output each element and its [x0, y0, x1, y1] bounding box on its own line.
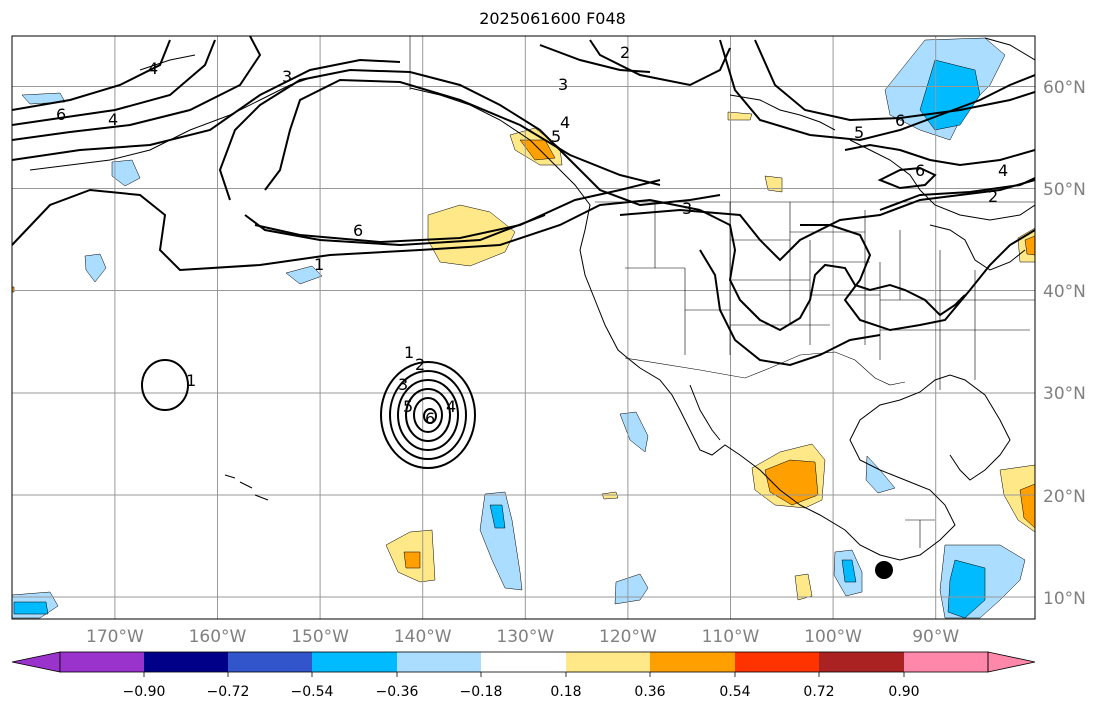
lon-label: 100°W	[804, 627, 862, 647]
lat-label: 20°N	[1043, 487, 1086, 507]
contour-label: 4	[446, 397, 456, 416]
colorbar-tick-label: −0.54	[291, 684, 334, 700]
colorbar-tick-label: −0.18	[460, 684, 503, 700]
height-contours	[12, 36, 1035, 469]
black-dot-marker	[875, 561, 893, 579]
lon-label: 110°W	[702, 627, 760, 647]
contour-label: 3	[558, 75, 568, 94]
colorbar-bin	[566, 652, 650, 672]
colorbar-tick-label: 0.90	[888, 684, 919, 700]
lat-label: 10°N	[1043, 589, 1086, 609]
longitude-labels: 170°W 160°W 150°W 140°W 130°W 120°W 110°…	[86, 627, 959, 647]
contour-label: 2	[620, 43, 630, 62]
coastlines	[29, 37, 1035, 561]
colorbar-tick-label: −0.36	[376, 684, 419, 700]
negative-anomaly-shading	[12, 37, 1026, 619]
contour-label: 4	[148, 59, 158, 78]
latitude-labels: 60°N 50°N 40°N 30°N 20°N 10°N	[1043, 78, 1086, 609]
lat-label: 30°N	[1043, 384, 1086, 404]
lat-label: 40°N	[1043, 282, 1086, 302]
contour-label: 2	[415, 355, 425, 374]
colorbar-bin	[735, 652, 819, 672]
lat-label: 50°N	[1043, 180, 1086, 200]
colorbar-bin	[144, 652, 228, 672]
contour-label: 3	[682, 199, 692, 218]
colorbar-tick-label: −0.90	[123, 684, 166, 700]
colorbar-tick-label: 0.36	[634, 684, 665, 700]
colorbar-bin	[650, 652, 735, 672]
colorbar-tick-label: 0.54	[719, 684, 750, 700]
map-title: 2025061600 F048	[479, 9, 626, 28]
lon-label: 130°W	[496, 627, 554, 647]
contour-label: 6	[915, 161, 925, 180]
colorbar-extend-right	[987, 651, 1036, 673]
contour-label: 1	[186, 371, 196, 390]
contour-labels: 2 3 3 4 5 6 5 6 6 4 2 3 6 1 4 4 1 2 3 5 …	[56, 43, 1008, 428]
colorbar-bin	[397, 652, 481, 672]
lon-label: 150°W	[291, 627, 349, 647]
map-gridlines	[12, 36, 1035, 619]
colorbar-tick-label: 0.72	[803, 684, 834, 700]
colorbar-bin	[228, 652, 312, 672]
colorbar-ticks	[143, 672, 905, 677]
contour-label: 4	[108, 110, 118, 129]
contour-label: 6	[353, 221, 363, 240]
contour-label: 6	[56, 105, 66, 124]
colorbar-bin	[312, 652, 397, 672]
lon-label: 140°W	[394, 627, 452, 647]
colorbar-bin	[60, 652, 144, 672]
contour-label: 6	[895, 111, 905, 130]
lon-label: 90°W	[912, 627, 959, 647]
colorbar-bin	[904, 652, 988, 672]
colorbar-tick-label: 0.18	[550, 684, 581, 700]
colorbar: −0.90 −0.72 −0.54 −0.36 −0.18 0.18 0.36 …	[11, 651, 1036, 700]
contour-label: 3	[282, 67, 292, 86]
contour-label: 4	[560, 113, 570, 132]
contour-label: 1	[314, 255, 324, 274]
contour-label: 3	[398, 375, 408, 394]
colorbar-frame	[59, 651, 989, 673]
lon-label: 170°W	[86, 627, 144, 647]
lon-label: 160°W	[189, 627, 247, 647]
colorbar-bin	[481, 652, 566, 672]
contour-label: 2	[988, 187, 998, 206]
lon-label: 120°W	[599, 627, 657, 647]
contour-label: 5	[551, 127, 561, 146]
contour-label: 5	[403, 397, 413, 416]
colorbar-extend-left	[11, 651, 61, 673]
lat-label: 60°N	[1043, 78, 1086, 98]
colorbar-tick-label: −0.72	[207, 684, 250, 700]
colorbar-bin	[819, 652, 904, 672]
contour-label: 6	[425, 409, 435, 428]
map-frame	[11, 35, 1036, 620]
contour-label: 4	[998, 161, 1008, 180]
contour-label: 5	[854, 123, 864, 142]
contour-label: 1	[404, 343, 414, 362]
